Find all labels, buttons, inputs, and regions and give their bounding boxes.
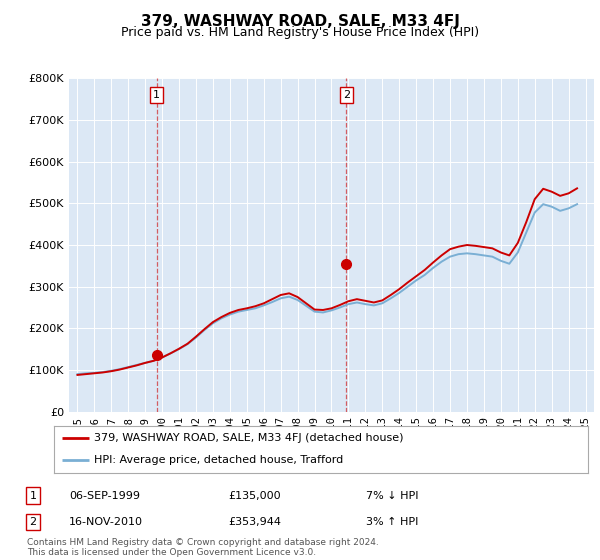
Text: Contains HM Land Registry data © Crown copyright and database right 2024.
This d: Contains HM Land Registry data © Crown c… [27, 538, 379, 557]
Text: 2: 2 [29, 517, 37, 527]
Text: 1: 1 [29, 491, 37, 501]
Text: 2: 2 [343, 90, 350, 100]
Text: 379, WASHWAY ROAD, SALE, M33 4FJ: 379, WASHWAY ROAD, SALE, M33 4FJ [140, 14, 460, 29]
Text: 1: 1 [153, 90, 160, 100]
Text: 379, WASHWAY ROAD, SALE, M33 4FJ (detached house): 379, WASHWAY ROAD, SALE, M33 4FJ (detach… [94, 433, 404, 444]
Text: HPI: Average price, detached house, Trafford: HPI: Average price, detached house, Traf… [94, 455, 343, 465]
Text: 06-SEP-1999: 06-SEP-1999 [69, 491, 140, 501]
Text: 3% ↑ HPI: 3% ↑ HPI [366, 517, 418, 527]
Text: Price paid vs. HM Land Registry's House Price Index (HPI): Price paid vs. HM Land Registry's House … [121, 26, 479, 39]
Text: £353,944: £353,944 [228, 517, 281, 527]
Text: £135,000: £135,000 [228, 491, 281, 501]
Text: 7% ↓ HPI: 7% ↓ HPI [366, 491, 419, 501]
Text: 16-NOV-2010: 16-NOV-2010 [69, 517, 143, 527]
